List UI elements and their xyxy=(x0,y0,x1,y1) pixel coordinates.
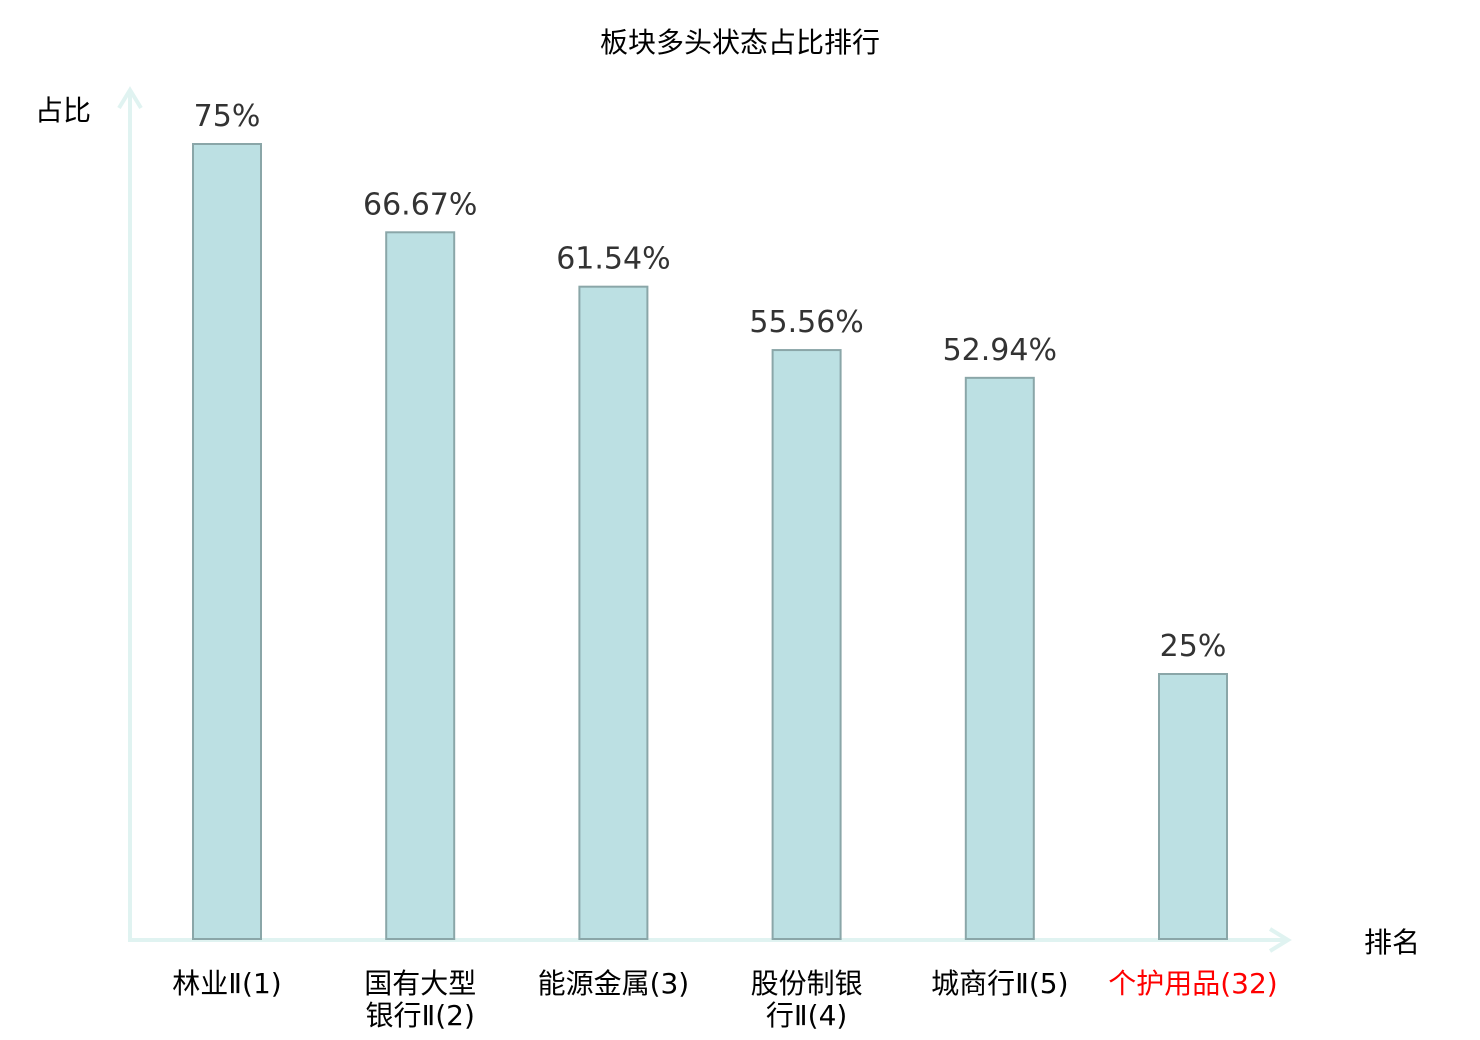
data-label: 66.67% xyxy=(363,187,477,222)
bar xyxy=(771,349,842,940)
data-label: 61.54% xyxy=(556,242,670,277)
bar xyxy=(964,376,1035,940)
x-tick-label: 股份制银 xyxy=(751,967,863,1000)
bar xyxy=(192,143,262,940)
y-axis-label: 占比 xyxy=(35,94,91,127)
chart-title: 板块多头状态占比排行 xyxy=(600,26,880,59)
bar xyxy=(1158,673,1228,940)
x-tick-label: 能源金属(3) xyxy=(538,967,690,1000)
data-label: 55.56% xyxy=(749,305,863,340)
x-tick-label: 国有大型 xyxy=(364,967,476,1000)
y-axis xyxy=(117,86,143,940)
x-tick-label: 行Ⅱ(4) xyxy=(766,999,847,1032)
data-label: 52.94% xyxy=(943,333,1057,368)
bar xyxy=(578,285,649,940)
x-axis xyxy=(128,927,1292,953)
data-label: 75% xyxy=(194,99,261,134)
x-tick-label: 城商行Ⅱ(5) xyxy=(931,967,1068,1000)
x-tick-label: 林业Ⅱ(1) xyxy=(172,967,281,1000)
bar xyxy=(385,231,456,941)
data-label: 25% xyxy=(1160,629,1227,664)
x-tick-label: 个护用品(32) xyxy=(1108,967,1277,1000)
x-axis-label: 排名 xyxy=(1364,926,1420,959)
x-tick-label: 银行Ⅱ(2) xyxy=(365,999,474,1032)
